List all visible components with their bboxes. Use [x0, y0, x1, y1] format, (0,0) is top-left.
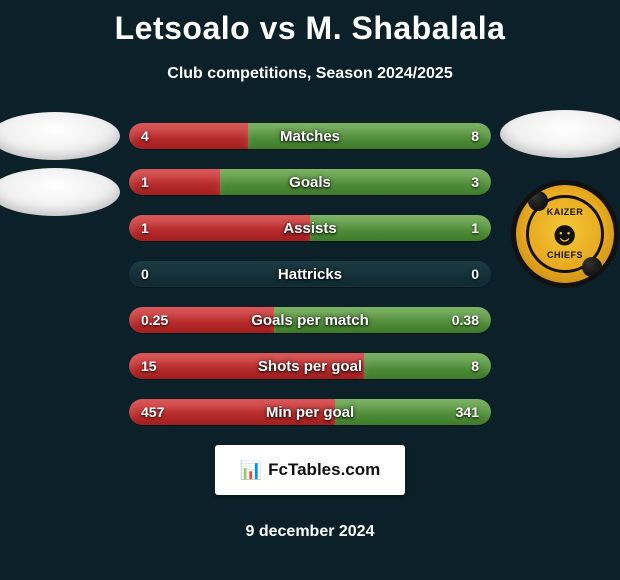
right-player-badges: KAIZER ☻ CHIEFS: [500, 110, 620, 288]
soccer-ball-icon: [528, 191, 548, 211]
stat-left-value: 15: [141, 353, 157, 379]
stat-left-value: 0: [141, 261, 149, 287]
stat-right-value: 8: [471, 353, 479, 379]
stat-bar: 0.250.38Goals per match: [129, 307, 491, 333]
club-crest: KAIZER ☻ CHIEFS: [511, 180, 619, 288]
stat-bar-left-fill: [129, 215, 310, 241]
stat-right-value: 3: [471, 169, 479, 195]
stat-bar-right-fill: [220, 169, 492, 195]
stat-left-value: 1: [141, 215, 149, 241]
stat-left-value: 457: [141, 399, 164, 425]
subtitle: Club competitions, Season 2024/2025: [0, 65, 620, 83]
stat-bar: 457341Min per goal: [129, 399, 491, 425]
stat-bar: 13Goals: [129, 169, 491, 195]
right-player-silhouette: [500, 110, 620, 158]
date-text: 9 december 2024: [0, 523, 620, 541]
stat-right-value: 341: [456, 399, 479, 425]
chart-icon: 📊: [240, 460, 262, 481]
stat-left-value: 0.25: [141, 307, 168, 333]
branding-text: FcTables.com: [268, 460, 380, 480]
stat-bar-left-fill: [129, 353, 364, 379]
stat-bar-right-fill: [310, 215, 491, 241]
page-title: Letsoalo vs M. Shabalala: [0, 0, 620, 47]
crest-text-line2: CHIEFS: [547, 251, 583, 260]
stat-right-value: 8: [471, 123, 479, 149]
soccer-ball-icon: [582, 257, 602, 277]
stat-bar: 11Assists: [129, 215, 491, 241]
stat-left-value: 1: [141, 169, 149, 195]
stat-right-value: 0: [471, 261, 479, 287]
crest-face-icon: ☻: [547, 217, 583, 251]
stat-bar: 48Matches: [129, 123, 491, 149]
stat-left-value: 4: [141, 123, 149, 149]
stat-right-value: 0.38: [452, 307, 479, 333]
left-player-silhouette: [0, 112, 120, 224]
stat-right-value: 1: [471, 215, 479, 241]
stat-bar: 0 0Hattricks: [129, 261, 491, 287]
comparison-bars: 48Matches13Goals11Assists00Hattricks0.25…: [129, 123, 491, 425]
stat-label: Hattricks: [129, 261, 491, 287]
stat-bar: 158Shots per goal: [129, 353, 491, 379]
branding-card: 📊 FcTables.com: [215, 445, 405, 495]
stat-bar-right-fill: [248, 123, 491, 149]
